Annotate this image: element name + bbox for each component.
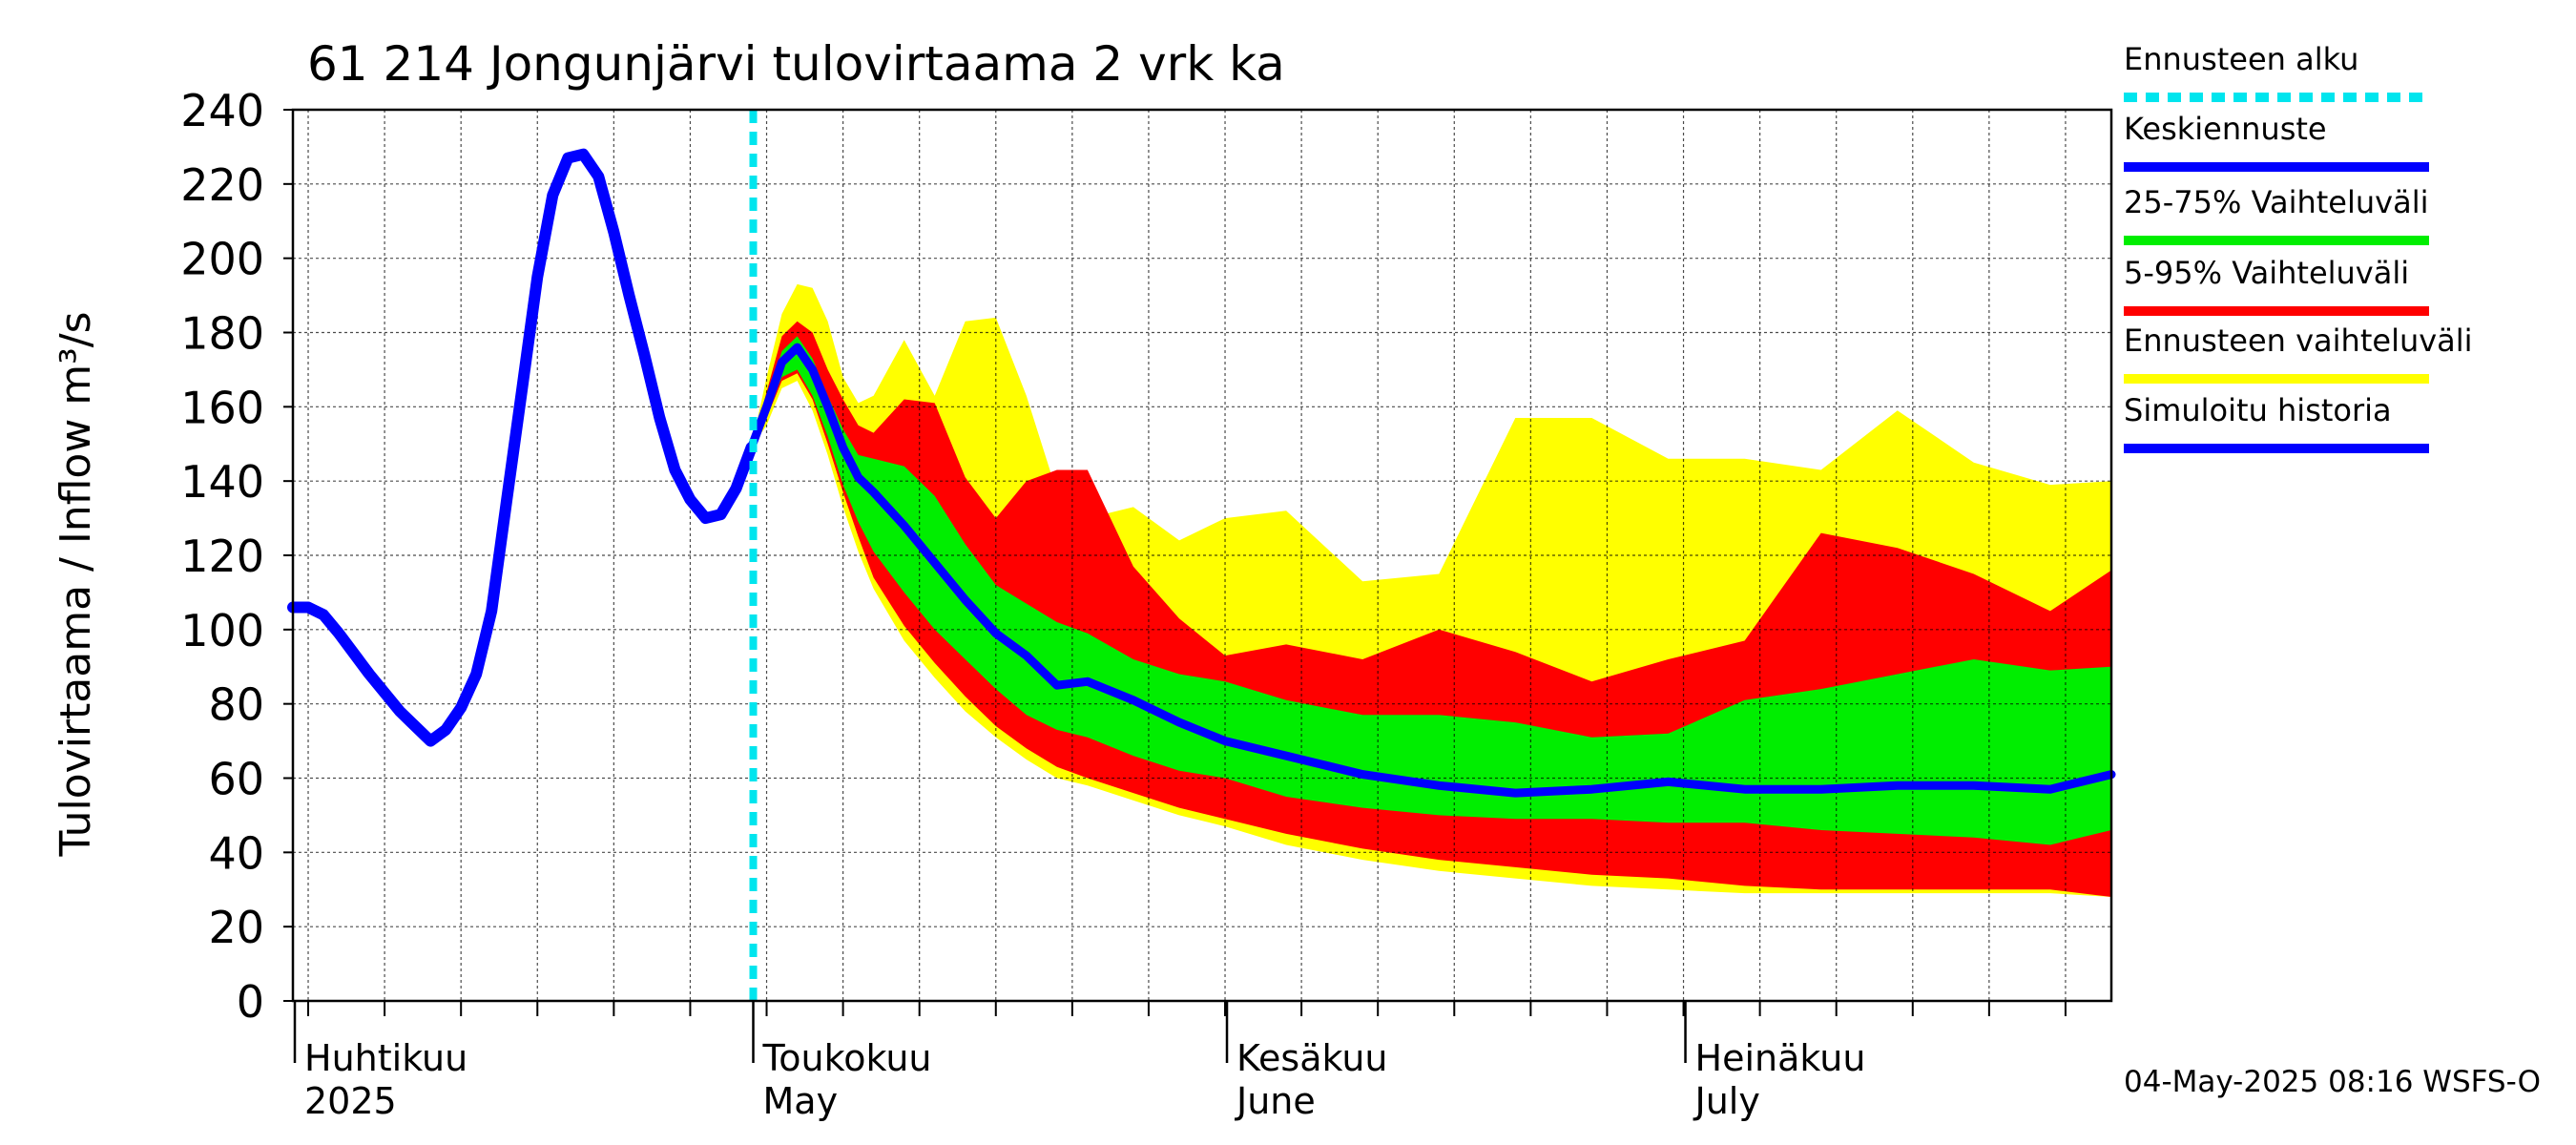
y-tick-label: 240 [180, 85, 264, 136]
month-label-en: 2025 [304, 1080, 397, 1122]
month-label-fi: Toukokuu [762, 1037, 932, 1079]
chart-title: 61 214 Jongunjärvi tulovirtaama 2 vrk ka [307, 36, 1285, 92]
month-label-fi: Heinäkuu [1695, 1037, 1866, 1079]
median-forecast-line [747, 343, 2116, 798]
y-tick-label: 180 [180, 308, 264, 360]
y-tick-label: 120 [180, 531, 264, 582]
month-label-en: June [1235, 1080, 1316, 1122]
footer-timestamp: 04-May-2025 08:16 WSFS-O [2124, 1065, 2541, 1099]
series-lines [287, 110, 2116, 1001]
legend-label: Ennusteen vaihteluväli [2124, 323, 2473, 359]
month-label-en: July [1693, 1080, 1760, 1122]
y-tick-label: 100 [180, 605, 264, 656]
y-tick-label: 220 [180, 159, 264, 211]
y-tick-label: 160 [180, 382, 264, 433]
y-tick-label: 140 [180, 456, 264, 508]
month-label-en: May [763, 1080, 839, 1122]
p25-75-band [751, 336, 2111, 845]
y-tick-label: 200 [180, 234, 264, 285]
y-axis-label: Tulovirtaama / Inflow m³/s [52, 311, 100, 857]
legend: Ennusteen alku Keskiennuste 25-75% Vaihtel… [2124, 41, 2473, 453]
legend-label: Ennusteen alku [2124, 41, 2358, 77]
legend-label: 5-95% Vaihteluväli [2124, 255, 2409, 291]
y-tick-label: 20 [208, 902, 264, 953]
y-tick-label: 40 [208, 827, 264, 879]
legend-label: 25-75% Vaihteluväli [2124, 184, 2428, 220]
forecast-bands [751, 283, 2111, 897]
simulated-history-line [287, 148, 758, 747]
y-tick-label: 0 [237, 976, 264, 1028]
y-tick-label: 80 [208, 679, 264, 731]
legend-label: Simuloitu historia [2124, 392, 2392, 428]
month-label-fi: Kesäkuu [1236, 1037, 1388, 1079]
month-label-fi: Huhtikuu [304, 1037, 467, 1079]
legend-label: Keskiennuste [2124, 111, 2327, 147]
axes: 0 20 40 60 80 100 120 140 160 180 200 220 240 Huhtiku… [180, 85, 2113, 1122]
y-tick-label: 60 [208, 754, 264, 805]
